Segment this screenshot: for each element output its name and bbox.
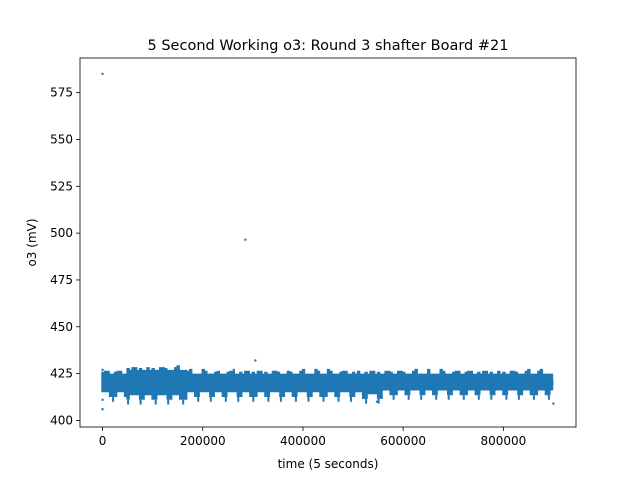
x-tick-label: 200000 xyxy=(180,434,226,448)
data-point xyxy=(101,408,104,411)
y-tick-label: 450 xyxy=(50,320,73,334)
y-tick-label: 575 xyxy=(50,86,73,100)
x-axis-label: time (5 seconds) xyxy=(278,457,379,471)
y-axis-label: o3 (mV) xyxy=(25,218,39,266)
data-point xyxy=(244,238,247,241)
plot-area-frame xyxy=(79,57,577,428)
data-point xyxy=(254,359,257,362)
y-tick-label: 400 xyxy=(50,413,73,427)
data-point xyxy=(101,398,104,402)
chart-title: 5 Second Working o3: Round 3 shafter Boa… xyxy=(148,38,509,54)
band-spikes xyxy=(112,395,550,405)
x-tick-label: 600000 xyxy=(380,434,426,448)
x-tick-label: 800000 xyxy=(480,434,526,448)
y-axis-ticks: 400 425 450 475 500 525 550 575 xyxy=(50,86,80,427)
y-tick-label: 500 xyxy=(50,226,73,240)
x-tick-label: 400000 xyxy=(280,434,326,448)
data-points xyxy=(101,72,555,411)
data-point xyxy=(232,368,236,372)
x-tick-label: 0 xyxy=(99,434,107,448)
y-tick-label: 425 xyxy=(50,367,73,381)
x-axis-ticks: 0 200000 400000 600000 800000 xyxy=(99,427,526,448)
data-point xyxy=(552,402,555,405)
data-point xyxy=(101,368,104,372)
y-tick-label: 475 xyxy=(50,273,73,287)
y-tick-label: 525 xyxy=(50,179,73,193)
data-point xyxy=(375,400,379,403)
data-point xyxy=(101,72,104,76)
dense-data-band xyxy=(101,365,554,405)
y-tick-label: 550 xyxy=(50,132,73,146)
